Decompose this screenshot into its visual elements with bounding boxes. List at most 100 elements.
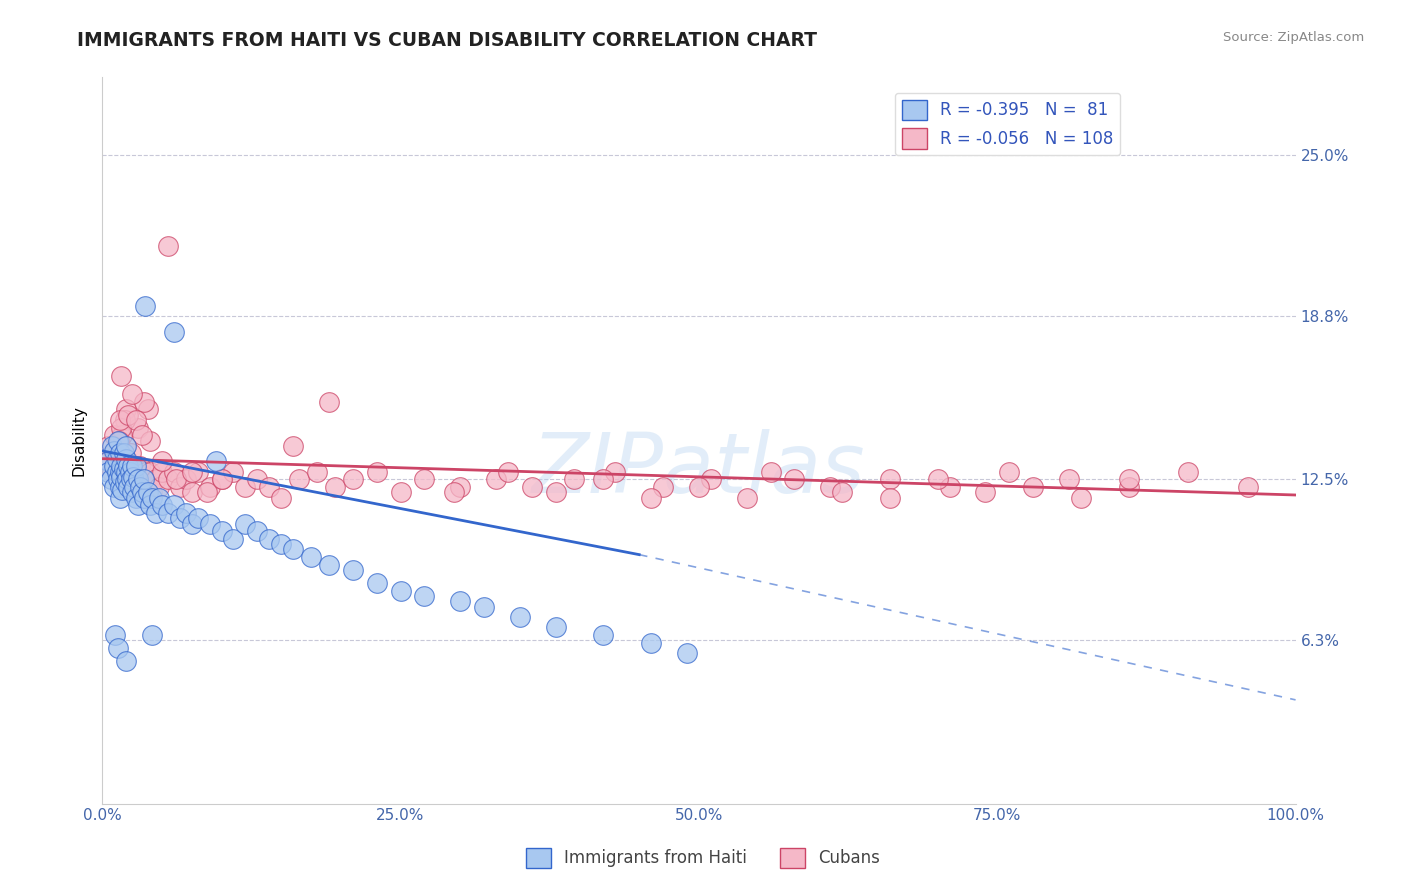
- Point: [180, 465, 202, 479]
- Point: [118, 465, 141, 479]
- Point: [108, 434, 131, 448]
- Point: [156, 239, 179, 253]
- Point: [115, 465, 138, 479]
- Point: [114, 413, 136, 427]
- Point: [174, 506, 197, 520]
- Point: [879, 491, 901, 505]
- Point: [174, 472, 197, 486]
- Point: [259, 480, 281, 494]
- Text: ZIPatlas: ZIPatlas: [531, 429, 866, 510]
- Point: [108, 465, 131, 479]
- Point: [1177, 465, 1199, 479]
- Point: [472, 599, 495, 614]
- Point: [938, 480, 960, 494]
- Point: [195, 485, 218, 500]
- Point: [124, 480, 146, 494]
- Point: [124, 459, 146, 474]
- Point: [104, 628, 127, 642]
- Point: [107, 472, 129, 486]
- Point: [198, 516, 221, 531]
- Point: [449, 594, 471, 608]
- Point: [180, 516, 202, 531]
- Point: [117, 454, 139, 468]
- Point: [121, 485, 143, 500]
- Point: [998, 465, 1021, 479]
- Point: [136, 480, 159, 494]
- Point: [100, 472, 122, 486]
- Point: [640, 636, 662, 650]
- Point: [443, 485, 465, 500]
- Point: [156, 506, 179, 520]
- Point: [124, 491, 146, 505]
- Point: [163, 499, 186, 513]
- Point: [305, 465, 328, 479]
- Point: [115, 402, 138, 417]
- Point: [141, 485, 163, 500]
- Point: [927, 472, 949, 486]
- Point: [105, 465, 128, 479]
- Point: [198, 480, 221, 494]
- Point: [105, 451, 128, 466]
- Point: [115, 439, 138, 453]
- Point: [544, 485, 567, 500]
- Point: [700, 472, 723, 486]
- Point: [139, 499, 162, 513]
- Text: Source: ZipAtlas.com: Source: ZipAtlas.com: [1223, 31, 1364, 45]
- Point: [127, 499, 149, 513]
- Point: [115, 451, 138, 466]
- Point: [112, 446, 135, 460]
- Point: [270, 537, 292, 551]
- Point: [389, 584, 412, 599]
- Point: [114, 475, 136, 489]
- Point: [1070, 491, 1092, 505]
- Point: [156, 472, 179, 486]
- Point: [117, 470, 139, 484]
- Point: [1022, 480, 1045, 494]
- Point: [831, 485, 853, 500]
- Point: [222, 465, 245, 479]
- Point: [134, 465, 156, 479]
- Point: [520, 480, 543, 494]
- Point: [134, 299, 156, 313]
- Point: [110, 443, 132, 458]
- Point: [110, 420, 132, 434]
- Point: [121, 459, 143, 474]
- Point: [169, 511, 191, 525]
- Point: [148, 480, 170, 494]
- Point: [270, 491, 292, 505]
- Point: [562, 472, 585, 486]
- Point: [449, 480, 471, 494]
- Point: [108, 413, 131, 427]
- Point: [136, 485, 159, 500]
- Point: [105, 459, 128, 474]
- Point: [1237, 480, 1260, 494]
- Point: [180, 485, 202, 500]
- Point: [246, 524, 269, 539]
- Point: [110, 470, 132, 484]
- Point: [122, 470, 145, 484]
- Point: [120, 472, 142, 486]
- Point: [366, 576, 388, 591]
- Point: [115, 454, 138, 468]
- Point: [605, 465, 627, 479]
- Point: [759, 465, 782, 479]
- Point: [1118, 480, 1140, 494]
- Point: [127, 472, 149, 486]
- Point: [222, 532, 245, 546]
- Point: [103, 446, 125, 460]
- Point: [139, 465, 162, 479]
- Point: [110, 368, 132, 383]
- Point: [485, 472, 508, 486]
- Point: [509, 610, 531, 624]
- Point: [735, 491, 758, 505]
- Point: [389, 485, 412, 500]
- Point: [117, 408, 139, 422]
- Point: [211, 472, 233, 486]
- Point: [150, 465, 173, 479]
- Point: [97, 465, 120, 479]
- Point: [318, 558, 340, 572]
- Point: [342, 472, 364, 486]
- Point: [97, 454, 120, 468]
- Point: [342, 563, 364, 577]
- Point: [783, 472, 806, 486]
